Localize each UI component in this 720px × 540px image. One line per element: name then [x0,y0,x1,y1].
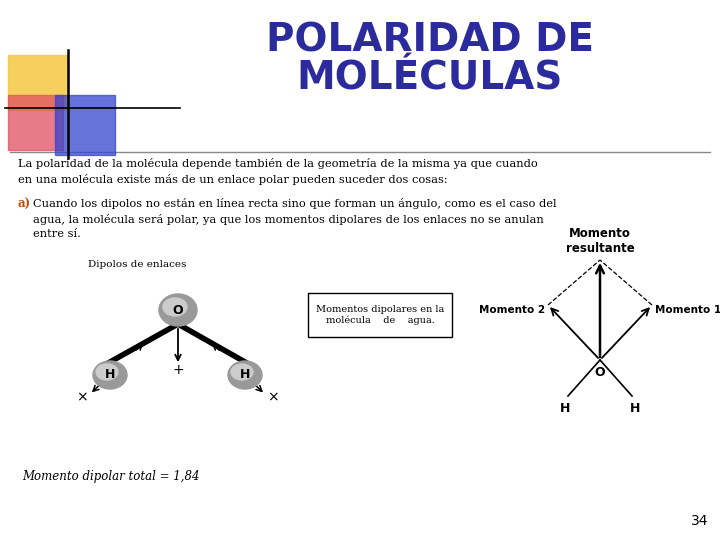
Text: ×: × [76,390,88,404]
Text: Momento
resultante: Momento resultante [566,227,634,255]
Ellipse shape [231,364,253,380]
Text: H: H [560,402,570,415]
Text: Momento dipolar total = 1,84: Momento dipolar total = 1,84 [22,470,199,483]
Bar [8,55,68,110]
Text: O: O [595,366,606,379]
Text: 34: 34 [690,514,708,528]
Text: H: H [630,402,640,415]
Text: H: H [105,368,115,381]
Text: Cuando los dipolos no están en línea recta sino que forman un ángulo, como es el: Cuando los dipolos no están en línea rec… [33,198,557,239]
Text: ×: × [267,390,279,404]
Ellipse shape [93,361,127,389]
Text: H: H [240,368,250,381]
Text: La polaridad de la molécula depende también de la geometría de la misma ya que c: La polaridad de la molécula depende tamb… [18,158,538,185]
Text: Momento 1: Momento 1 [655,305,720,315]
Bar [55,95,115,155]
Bar [8,95,63,150]
Text: Momentos dipolares en la
molécula    de    agua.: Momentos dipolares en la molécula de agu… [316,305,444,325]
Text: Dipolos de enlaces: Dipolos de enlaces [88,260,186,269]
Ellipse shape [228,361,262,389]
Text: Momento 2: Momento 2 [479,305,545,315]
Text: +: + [172,363,184,377]
Ellipse shape [163,298,187,316]
Text: O: O [173,303,184,316]
Text: a): a) [18,198,31,211]
Ellipse shape [96,364,118,380]
Text: POLARIDAD DE: POLARIDAD DE [266,22,594,60]
Ellipse shape [159,294,197,326]
FancyBboxPatch shape [308,293,452,337]
Text: MOLÉCULAS: MOLÉCULAS [297,60,563,98]
